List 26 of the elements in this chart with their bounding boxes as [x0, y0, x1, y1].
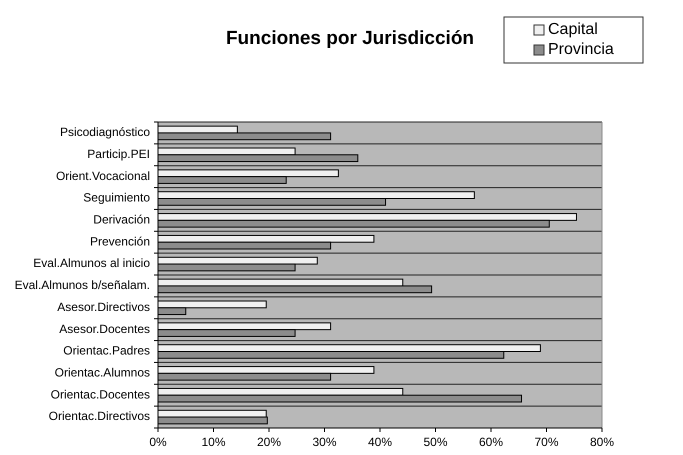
- x-tick-label: 30%: [312, 435, 337, 449]
- y-tick-label: Orientac.Alumnos: [54, 366, 150, 380]
- y-tick-label: Particip.PEI: [87, 146, 150, 161]
- y-tick-label: Orientac.Docentes: [50, 387, 150, 402]
- chart-title: Funciones por Jurisdicción: [226, 28, 474, 49]
- y-tick-label: Eval.Almunos al inicio: [33, 256, 150, 270]
- x-tick-label: 80%: [590, 435, 614, 449]
- x-tick-label: 10%: [201, 435, 226, 449]
- legend-label: Provincia: [548, 41, 614, 58]
- x-tick-label: 60%: [478, 435, 504, 449]
- y-tick-label: Orientac.Padres: [63, 344, 150, 358]
- y-tick-label: Prevención: [90, 234, 150, 248]
- y-tick-label: Asesor.Directivos: [57, 300, 150, 314]
- y-tick-label: Orient.Vocacional: [56, 168, 150, 183]
- x-tick-label: 20%: [256, 435, 282, 449]
- y-tick-label: Derivación: [93, 212, 150, 227]
- x-tick-label: 50%: [423, 435, 448, 449]
- y-tick-label: Seguimiento: [83, 190, 150, 205]
- y-tick-label: Eval.Almunos b/señalam.: [14, 278, 150, 292]
- y-tick-label: Psicodiagnóstico: [60, 125, 150, 140]
- x-tick-label: 70%: [534, 435, 559, 449]
- x-tick-label: 0%: [149, 435, 167, 449]
- y-tick-label: Asesor.Docentes: [59, 322, 150, 336]
- y-tick-label: Orientac.Directivos: [48, 409, 150, 424]
- x-tick-label: 40%: [368, 435, 392, 449]
- legend-label: Capital: [548, 21, 598, 38]
